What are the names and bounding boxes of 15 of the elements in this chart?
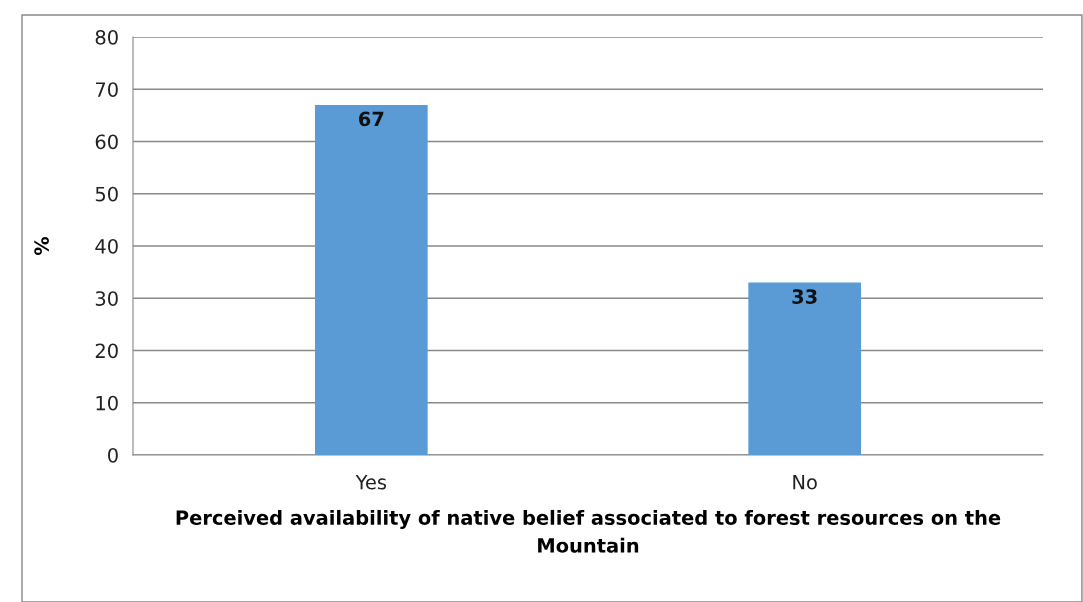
x-tick-label: Yes [355,475,387,490]
y-tick-label: 70 [95,82,118,97]
data-label: 33 [792,289,817,304]
y-tick-label: 50 [95,186,118,202]
y-tick-label: 60 [95,134,118,150]
x-axis-title: Perceived availability of native belief associated to forest resources on the Mountain [176,509,1001,553]
y-tick-label: 30 [95,291,118,306]
y-tick-label: 20 [95,343,118,359]
y-tick-label: 0 [108,447,118,463]
x-tick-label: No [793,475,817,490]
y-tick-label: 10 [96,395,118,411]
y-tick-label: 80 [95,29,118,45]
y-tick-label: 40 [95,238,118,254]
y-axis-title: % [34,236,49,256]
data-label: 67 [359,111,384,127]
